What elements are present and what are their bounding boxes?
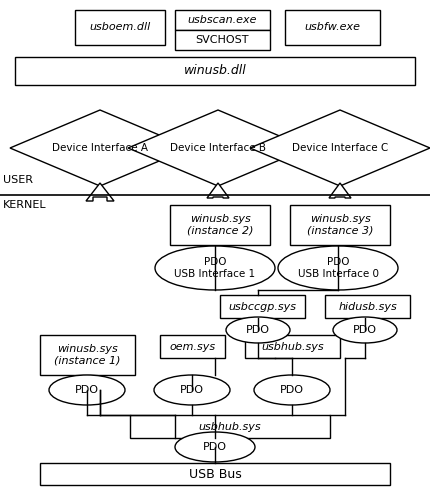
Text: PDO: PDO bbox=[353, 325, 377, 335]
FancyBboxPatch shape bbox=[40, 335, 135, 375]
Text: USB Bus: USB Bus bbox=[189, 467, 241, 481]
Polygon shape bbox=[207, 183, 229, 198]
Text: Device Interface B: Device Interface B bbox=[170, 143, 266, 153]
Text: PDO: PDO bbox=[246, 325, 270, 335]
Polygon shape bbox=[128, 110, 308, 186]
FancyBboxPatch shape bbox=[130, 415, 330, 438]
FancyBboxPatch shape bbox=[175, 10, 270, 30]
Polygon shape bbox=[250, 110, 430, 186]
FancyBboxPatch shape bbox=[160, 335, 225, 358]
FancyBboxPatch shape bbox=[325, 295, 410, 318]
FancyBboxPatch shape bbox=[245, 335, 340, 358]
Text: PDO: PDO bbox=[180, 385, 204, 395]
Polygon shape bbox=[86, 183, 114, 201]
Text: PDO: PDO bbox=[280, 385, 304, 395]
Ellipse shape bbox=[226, 317, 290, 343]
Ellipse shape bbox=[175, 432, 255, 462]
Text: usbccgp.sys: usbccgp.sys bbox=[228, 302, 297, 311]
Text: Device Interface A: Device Interface A bbox=[52, 143, 148, 153]
Text: hidusb.sys: hidusb.sys bbox=[338, 302, 397, 311]
FancyBboxPatch shape bbox=[285, 10, 380, 45]
Text: Device Interface C: Device Interface C bbox=[292, 143, 388, 153]
Ellipse shape bbox=[333, 317, 397, 343]
Ellipse shape bbox=[154, 375, 230, 405]
Text: winusb.dll: winusb.dll bbox=[184, 64, 246, 78]
Text: winusb.sys
(instance 3): winusb.sys (instance 3) bbox=[307, 214, 373, 236]
Polygon shape bbox=[329, 183, 351, 198]
Text: PDO: PDO bbox=[203, 442, 227, 452]
Text: KERNEL: KERNEL bbox=[3, 200, 46, 210]
Text: winusb.sys
(instance 2): winusb.sys (instance 2) bbox=[187, 214, 253, 236]
FancyBboxPatch shape bbox=[175, 30, 270, 50]
Ellipse shape bbox=[254, 375, 330, 405]
Text: USER: USER bbox=[3, 175, 33, 185]
Ellipse shape bbox=[49, 375, 125, 405]
Text: usbfw.exe: usbfw.exe bbox=[304, 23, 360, 32]
FancyBboxPatch shape bbox=[75, 10, 165, 45]
FancyBboxPatch shape bbox=[15, 57, 415, 85]
Ellipse shape bbox=[278, 246, 398, 290]
Text: PDO
USB Interface 0: PDO USB Interface 0 bbox=[298, 257, 378, 279]
Text: oem.sys: oem.sys bbox=[169, 341, 215, 351]
Text: usbhub.sys: usbhub.sys bbox=[261, 341, 324, 351]
Ellipse shape bbox=[155, 246, 275, 290]
FancyBboxPatch shape bbox=[170, 205, 270, 245]
FancyBboxPatch shape bbox=[220, 295, 305, 318]
Text: usbscan.exe: usbscan.exe bbox=[188, 15, 257, 25]
FancyBboxPatch shape bbox=[290, 205, 390, 245]
Text: usbhub.sys: usbhub.sys bbox=[199, 422, 261, 431]
Text: SVCHOST: SVCHOST bbox=[196, 35, 249, 45]
Text: usboem.dll: usboem.dll bbox=[89, 23, 150, 32]
FancyBboxPatch shape bbox=[40, 463, 390, 485]
Text: PDO
USB Interface 1: PDO USB Interface 1 bbox=[175, 257, 255, 279]
Text: PDO: PDO bbox=[75, 385, 99, 395]
Text: winusb.sys
(instance 1): winusb.sys (instance 1) bbox=[54, 344, 121, 366]
Polygon shape bbox=[10, 110, 190, 186]
